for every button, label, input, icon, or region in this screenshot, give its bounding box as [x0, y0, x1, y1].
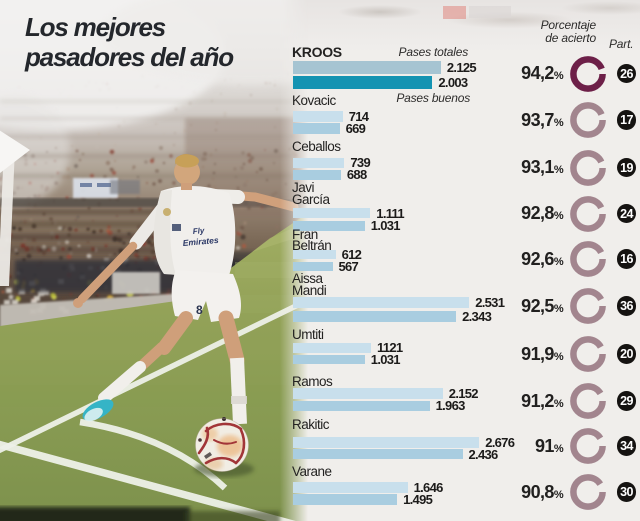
svg-text:Fly: Fly [192, 226, 205, 236]
svg-text:Emirates: Emirates [182, 235, 219, 248]
svg-text:8: 8 [196, 303, 203, 317]
